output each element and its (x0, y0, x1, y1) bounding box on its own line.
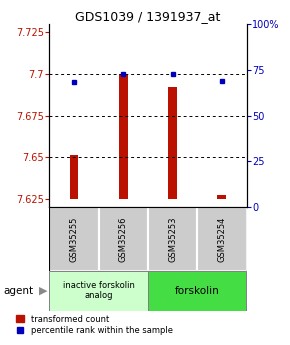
Bar (168, 87, 177, 199)
Text: GSM35256: GSM35256 (119, 216, 128, 262)
Bar (119, 74, 128, 199)
Bar (218, 195, 226, 199)
Text: forskolin: forskolin (175, 286, 220, 296)
Bar (49, 271, 148, 310)
Bar (148, 207, 197, 271)
Text: GSM35253: GSM35253 (168, 216, 177, 262)
Text: GSM35254: GSM35254 (217, 216, 226, 262)
Legend: transformed count, percentile rank within the sample: transformed count, percentile rank withi… (16, 315, 173, 335)
Text: agent: agent (3, 286, 33, 296)
Text: GSM35255: GSM35255 (69, 216, 79, 262)
Bar (197, 207, 246, 271)
Title: GDS1039 / 1391937_at: GDS1039 / 1391937_at (75, 10, 221, 23)
Bar (148, 271, 246, 310)
Bar (49, 207, 99, 271)
Bar (70, 156, 78, 199)
Bar (99, 207, 148, 271)
Text: inactive forskolin
analog: inactive forskolin analog (63, 281, 135, 300)
Text: ▶: ▶ (39, 286, 48, 296)
